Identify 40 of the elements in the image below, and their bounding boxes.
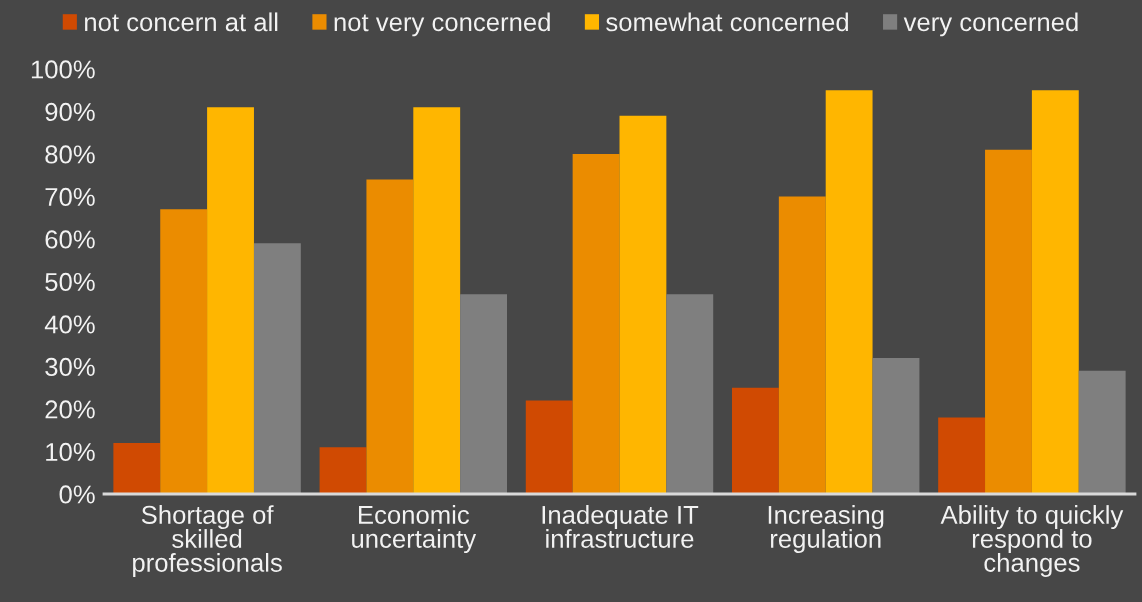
bar	[872, 358, 920, 494]
bar	[207, 107, 254, 494]
y-tick-label: 20%	[45, 400, 95, 419]
x-tick-label: Increasing regulation	[768, 505, 884, 554]
y-tick-label: 0%	[59, 485, 95, 504]
bar	[460, 294, 508, 494]
bar	[572, 154, 620, 494]
bar	[985, 149, 1032, 494]
legend-label: very concerned	[903, 12, 1078, 37]
bar	[825, 90, 873, 494]
x-tick-label: Inadequate IT infrastructure	[542, 505, 699, 548]
y-tick-label: 100%	[31, 60, 95, 79]
x-tick-label: Shortage of skilled professionals	[133, 505, 282, 577]
bar	[319, 447, 367, 494]
y-tick-label: 90%	[45, 102, 95, 122]
bar	[366, 179, 414, 494]
bar	[1031, 90, 1079, 494]
x-tick-label: Ability to quickly respond to changes	[940, 505, 1124, 577]
legend-label: not very concerned	[334, 12, 550, 37]
legend-label: somewhat concerned	[606, 12, 848, 32]
y-tick-label: 80%	[45, 145, 95, 164]
bar	[619, 115, 667, 494]
bar	[413, 107, 461, 494]
y-tick-label: 50%	[45, 272, 95, 292]
bar	[113, 443, 161, 494]
bar	[666, 294, 714, 494]
y-tick-label: 10%	[46, 442, 95, 462]
bar	[1078, 370, 1126, 494]
bar	[778, 196, 826, 494]
y-tick-label: 40%	[44, 315, 95, 334]
legend-label: not concern at all	[85, 12, 278, 32]
y-tick-label: 60%	[45, 230, 95, 249]
bar	[253, 243, 301, 494]
x-tick-label: Economic uncertainty	[352, 505, 477, 554]
y-tick-label: 30%	[45, 357, 95, 377]
y-tick-label: 70%	[45, 187, 95, 207]
bar	[160, 209, 208, 494]
bar	[938, 417, 986, 494]
bar	[731, 387, 779, 494]
bar	[525, 400, 573, 494]
